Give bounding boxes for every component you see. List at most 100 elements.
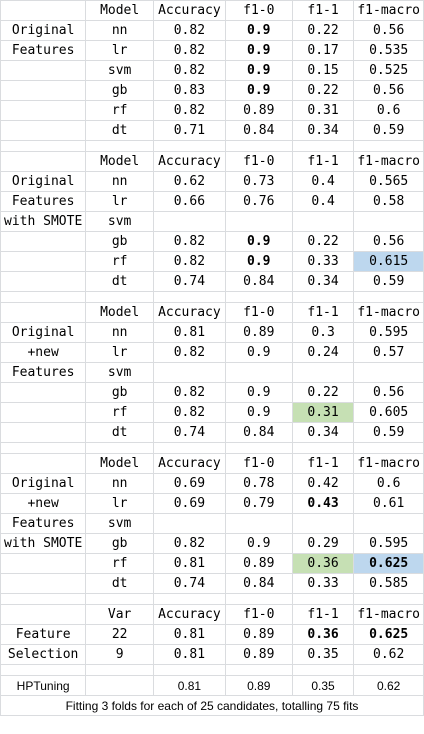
- empty-cell[interactable]: [291, 593, 355, 605]
- row-label[interactable]: Original: [0, 20, 87, 41]
- empty-cell[interactable]: [0, 593, 87, 605]
- value-cell[interactable]: 0.81: [153, 624, 226, 645]
- cell[interactable]: [0, 0, 87, 21]
- empty-cell[interactable]: [153, 140, 226, 152]
- column-header[interactable]: f1-1: [291, 151, 355, 172]
- value-cell[interactable]: 0.3: [291, 322, 355, 343]
- value-cell[interactable]: 0.24: [291, 342, 355, 363]
- value-cell[interactable]: 0.58: [353, 191, 424, 212]
- column-header[interactable]: Model: [85, 453, 155, 474]
- value-cell[interactable]: 0.79: [224, 493, 293, 514]
- model-cell[interactable]: gb: [85, 231, 155, 252]
- row-label[interactable]: +new: [0, 342, 87, 363]
- value-cell[interactable]: 0.34: [291, 120, 355, 141]
- value-cell[interactable]: 0.82: [153, 20, 226, 41]
- value-cell[interactable]: 0.89: [224, 624, 293, 645]
- value-cell[interactable]: 0.34: [291, 271, 355, 292]
- empty-cell[interactable]: [291, 291, 355, 303]
- row-label[interactable]: Features: [0, 191, 87, 212]
- cell[interactable]: [0, 604, 87, 625]
- value-cell[interactable]: 0.31: [291, 100, 355, 121]
- empty-cell[interactable]: [291, 664, 355, 676]
- value-cell[interactable]: 0.6: [353, 100, 424, 121]
- empty-cell[interactable]: [85, 675, 155, 696]
- value-cell[interactable]: [353, 513, 424, 534]
- column-header[interactable]: f1-macro: [353, 151, 424, 172]
- cell[interactable]: [0, 302, 87, 323]
- model-cell[interactable]: dt: [85, 573, 155, 594]
- cell[interactable]: [0, 453, 87, 474]
- value-cell[interactable]: 0.82: [153, 533, 226, 554]
- empty-cell[interactable]: [353, 593, 424, 605]
- value-cell[interactable]: 0.56: [353, 382, 424, 403]
- row-label[interactable]: with SMOTE: [0, 211, 87, 232]
- value-cell[interactable]: 0.565: [353, 171, 424, 192]
- value-cell[interactable]: 0.82: [153, 342, 226, 363]
- value-cell[interactable]: [224, 362, 293, 383]
- value-cell[interactable]: 0.69: [153, 473, 226, 494]
- row-label[interactable]: [0, 100, 87, 121]
- model-cell[interactable]: nn: [85, 473, 155, 494]
- model-cell[interactable]: rf: [85, 100, 155, 121]
- value-cell[interactable]: 0.22: [291, 80, 355, 101]
- value-cell[interactable]: 0.82: [153, 100, 226, 121]
- value-cell[interactable]: 0.43: [291, 493, 355, 514]
- model-cell[interactable]: nn: [85, 171, 155, 192]
- highlighted-value-cell[interactable]: 0.615: [353, 251, 424, 272]
- model-cell[interactable]: lr: [85, 191, 155, 212]
- empty-cell[interactable]: [224, 291, 293, 303]
- empty-cell[interactable]: [85, 442, 155, 454]
- value-cell[interactable]: [153, 211, 226, 232]
- highlighted-value-cell[interactable]: 0.31: [291, 402, 355, 423]
- value-cell[interactable]: 0.625: [353, 624, 424, 645]
- model-cell[interactable]: svm: [85, 60, 155, 81]
- row-label[interactable]: Original: [0, 473, 87, 494]
- value-cell[interactable]: 0.82: [153, 382, 226, 403]
- empty-cell[interactable]: [0, 140, 87, 152]
- value-cell[interactable]: 0.4: [291, 191, 355, 212]
- column-header[interactable]: f1-1: [291, 302, 355, 323]
- row-label[interactable]: with SMOTE: [0, 533, 87, 554]
- column-header[interactable]: Accuracy: [153, 453, 226, 474]
- column-header[interactable]: f1-macro: [353, 302, 424, 323]
- value-cell[interactable]: 0.59: [353, 422, 424, 443]
- value-cell[interactable]: 0.81: [153, 675, 226, 696]
- value-cell[interactable]: [291, 362, 355, 383]
- empty-cell[interactable]: [85, 140, 155, 152]
- model-cell[interactable]: nn: [85, 20, 155, 41]
- value-cell[interactable]: 0.33: [291, 573, 355, 594]
- var-cell[interactable]: 22: [85, 624, 155, 645]
- column-header[interactable]: f1-macro: [353, 0, 424, 21]
- value-cell[interactable]: 0.81: [153, 644, 226, 665]
- row-label[interactable]: Original: [0, 171, 87, 192]
- row-label[interactable]: [0, 251, 87, 272]
- model-cell[interactable]: lr: [85, 40, 155, 61]
- row-label[interactable]: [0, 553, 87, 574]
- column-header[interactable]: f1-0: [224, 151, 293, 172]
- value-cell[interactable]: 0.62: [353, 675, 424, 696]
- row-label[interactable]: Features: [0, 362, 87, 383]
- column-header[interactable]: f1-1: [291, 453, 355, 474]
- value-cell[interactable]: 0.605: [353, 402, 424, 423]
- empty-cell[interactable]: [353, 291, 424, 303]
- value-cell[interactable]: [224, 513, 293, 534]
- model-cell[interactable]: rf: [85, 251, 155, 272]
- value-cell[interactable]: 0.33: [291, 251, 355, 272]
- value-cell[interactable]: [291, 513, 355, 534]
- model-cell[interactable]: rf: [85, 553, 155, 574]
- hptuning-label[interactable]: HPTuning: [0, 675, 87, 696]
- value-cell[interactable]: 0.89: [224, 644, 293, 665]
- value-cell[interactable]: 0.84: [224, 271, 293, 292]
- value-cell[interactable]: 0.57: [353, 342, 424, 363]
- model-cell[interactable]: svm: [85, 211, 155, 232]
- value-cell[interactable]: 0.83: [153, 80, 226, 101]
- model-cell[interactable]: gb: [85, 533, 155, 554]
- column-header[interactable]: f1-1: [291, 604, 355, 625]
- value-cell[interactable]: 0.9: [224, 60, 293, 81]
- empty-cell[interactable]: [224, 442, 293, 454]
- column-header[interactable]: Accuracy: [153, 0, 226, 21]
- column-header[interactable]: f1-macro: [353, 604, 424, 625]
- row-label[interactable]: [0, 271, 87, 292]
- column-header[interactable]: f1-0: [224, 302, 293, 323]
- value-cell[interactable]: 0.9: [224, 20, 293, 41]
